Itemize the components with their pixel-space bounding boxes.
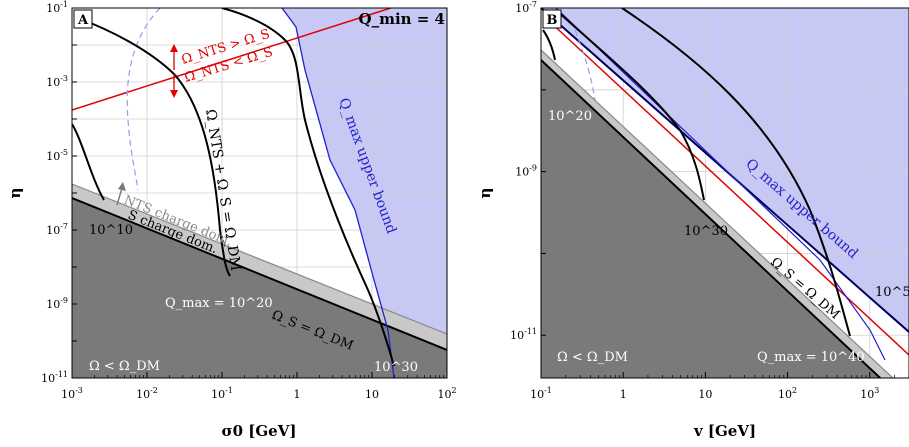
panel-a-under-dm-label: Ω < Ω_DM <box>89 359 160 374</box>
panel-a-band <box>72 184 447 350</box>
panel-b-ytick-label: 10-7 <box>515 0 537 15</box>
panel-a-ytick-label: 10-11 <box>41 370 68 385</box>
panel-a-letter: A <box>77 13 89 28</box>
panel-b-q50-label: 10^50 <box>875 285 909 300</box>
panel-b-qmax40-label: Q_max = 10^40 <box>757 350 865 365</box>
panel-b-xtick-label: 10 <box>698 388 712 401</box>
panel-a-q30-label: 10^30 <box>374 360 418 375</box>
panel-a-xtick-label: 10 <box>365 388 379 401</box>
panel-a-arrow-up <box>170 44 178 70</box>
panel-a-contour-q30 <box>221 8 395 367</box>
panel-b-dm-boundary-line <box>541 59 882 378</box>
panel-b-blue-thin-line <box>555 8 886 361</box>
panel-b-under-dm-label: Ω < Ω_DM <box>557 350 628 365</box>
panel-a-contour-q20 <box>77 17 231 277</box>
panel-b-frame <box>540 7 909 379</box>
panel-a-ytick-label: 10-3 <box>46 74 68 89</box>
panel-a-ytick-label: 10-9 <box>46 296 68 311</box>
panel-b-xtick-label: 1 <box>620 388 627 401</box>
panel-a-omega-boundary-line <box>72 8 394 111</box>
panel-b-letter: B <box>547 13 558 28</box>
panel-a: A Q_min = 4 Ω_NTS > Ω_S Ω_NTS < Ω_S Ω_NT… <box>6 0 457 440</box>
panel-a-qmax20-label: Q_max = 10^20 <box>165 296 273 311</box>
panel-b-xtick-label: 10-1 <box>530 386 552 401</box>
panel-b-xtick-label: 102 <box>778 386 797 401</box>
panel-b-contour-q30 <box>555 9 705 201</box>
panel-b-red-boundary-line <box>547 19 909 356</box>
panel-a-contour-q10 <box>72 123 105 201</box>
panel-a-q10-label: 10^10 <box>89 223 133 238</box>
panel-b-ytick-label: 10-11 <box>510 327 537 342</box>
panel-a-ytick-label: 10-5 <box>46 148 68 163</box>
panel-a-under-dm-region <box>72 198 447 378</box>
panel-a-letter-box <box>73 9 93 29</box>
panel-b-q20-label: 10^20 <box>548 109 592 124</box>
panel-a-xlabel: σ0 [GeV] <box>222 422 297 440</box>
panel-a-band-top-line <box>72 183 447 335</box>
panel-b-letter-box <box>542 9 562 29</box>
panel-b-contour-q20 <box>542 29 556 61</box>
panel-b-ytick-label: 10-9 <box>515 164 537 179</box>
panel-a-dm-boundary-line <box>72 197 447 351</box>
panel-b-q30-label: 10^30 <box>684 224 728 239</box>
panel-b-contour-q40 <box>621 8 851 337</box>
panel-b-xlabel: v [GeV] <box>693 422 756 440</box>
panel-a-xtick-label: 10-1 <box>211 386 233 401</box>
panel-b-ylabel: η <box>476 188 494 199</box>
panel-a-qmin-label: Q_min = 4 <box>359 10 446 28</box>
panel-a-ytick-label: 10-1 <box>46 0 68 15</box>
panel-a-xtick-label: 10-2 <box>136 386 158 401</box>
panel-a-ylabel: η <box>6 188 24 199</box>
panel-a-arrow-nts <box>116 182 126 206</box>
panel-a-xtick-label: 102 <box>437 386 456 401</box>
panel-a-xtick-label: 1 <box>294 388 301 401</box>
panel-b: B Q_max upper bound 10^20 10^30 10^50 Ω_… <box>476 0 909 440</box>
panel-a-nts-dashed-line <box>126 8 161 191</box>
panel-b-xtick-label: 103 <box>860 386 879 401</box>
panel-a-arrow-down <box>170 74 178 98</box>
panel-a-ytick-label: 10-7 <box>46 222 68 237</box>
panel-a-upper-bound-line <box>281 8 395 378</box>
panel-b-band-top-line <box>541 49 894 378</box>
panel-a-xtick-label: 10-3 <box>61 386 83 401</box>
panel-b-under-dm-region <box>541 60 909 378</box>
